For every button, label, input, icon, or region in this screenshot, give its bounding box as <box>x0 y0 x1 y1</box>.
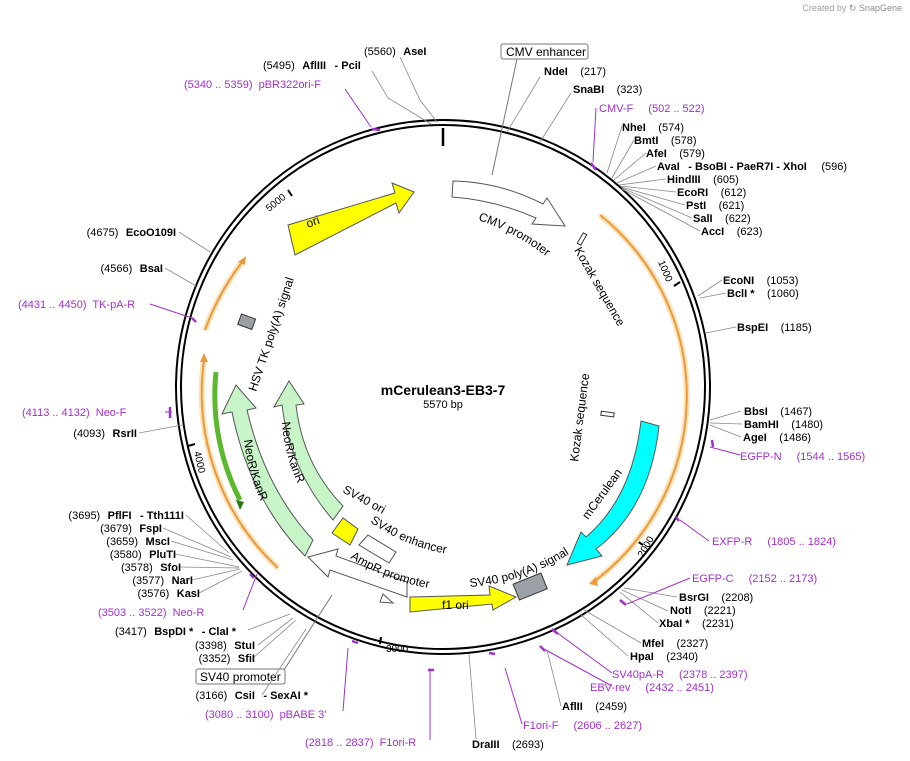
primer-sv40pa-r: SV40pA-R (2378 .. 2397) <box>612 669 748 681</box>
site-hindiii: HindIII (605) <box>667 170 739 187</box>
feature-kozak-sequence-1: Kozak sequence <box>571 245 628 329</box>
feature-kozak-sequence-2: Kozak sequence <box>567 372 592 462</box>
primer-tk-pa-r: (4431 .. 4450) TK-pA-R <box>18 299 135 311</box>
site-pluti: (3580) PluTI <box>110 545 176 562</box>
primer-f1ori-r: (2818 .. 2837) F1ori-R <box>305 737 416 749</box>
primer-egfp-n: EGFP-N (1544 .. 1565) <box>740 451 865 463</box>
mcerulean-arrow <box>566 420 660 566</box>
site-bcli: BclI * (1060) <box>727 284 799 301</box>
site-leaders <box>138 56 743 740</box>
tick-3000: 3000 <box>386 644 409 655</box>
site-avai: AvaI - BsoBI - PaeR7I - XhoI (596) <box>657 157 847 174</box>
site-afei: AfeI (579) <box>646 144 705 161</box>
snapgene-logo-icon: ↻ <box>848 3 857 13</box>
site-csii: (3166) CsiI - SexAI * <box>195 686 308 703</box>
site-agei: AgeI (1486) <box>743 428 811 445</box>
neor-kanr-arrow-1 <box>221 384 314 557</box>
cmv-promoter-arrow <box>451 180 566 227</box>
site-sfoi: (3578) SfoI <box>121 558 181 575</box>
backbone <box>175 119 711 655</box>
primer-ebv-rev: EBV-rev (2432 .. 2451) <box>590 682 714 694</box>
site-xbai: XbaI * (2231) <box>659 614 734 631</box>
site-asei: (5560) AseI <box>364 42 427 59</box>
site-msci: (3659) MscI <box>106 532 170 549</box>
site-ecori: EcoRI (612) <box>677 183 746 200</box>
site-econi: EcoNI (1053) <box>723 271 798 288</box>
primer-neo-r: (3503 .. 3522) Neo-R <box>98 607 204 619</box>
primer-f1ori-f: F1ori-F (2606 .. 2627) <box>523 720 642 732</box>
sv40-polya-box <box>512 572 548 601</box>
primer-cmv-f: CMV-F (502 .. 522) <box>599 103 705 115</box>
site-hpai: HpaI (2340) <box>630 647 698 664</box>
site-psti: PstI (621) <box>686 196 744 213</box>
ampr-promoter-arrow <box>307 548 408 598</box>
site-nhei: NheI (574) <box>622 118 684 135</box>
site-kasi: (3576) KasI <box>138 584 201 601</box>
cmv-enhancer-box <box>500 43 589 60</box>
primer-markers <box>149 88 741 740</box>
plasmid-size: 5570 bp <box>423 399 463 411</box>
kozak-marker-1 <box>576 232 588 246</box>
site-sfii: (3352) SfiI <box>199 649 255 666</box>
site-rsrii: (4093) RsrII <box>73 424 137 441</box>
credit-brand: SnapGene <box>858 3 902 13</box>
feature-sv40-promoter: SV40 promoter <box>200 670 281 684</box>
f1-ori-arrow <box>409 585 518 613</box>
sv40-promoter-box <box>195 668 286 685</box>
site-bsrgi: BsrGI (2208) <box>679 588 753 605</box>
feature-arrows <box>221 180 660 613</box>
sv40-ori-box <box>331 517 359 546</box>
primer-exfp-r: EXFP-R (1805 .. 1824) <box>712 536 836 548</box>
site-bamhi: BamHI (1480) <box>744 415 823 432</box>
site-sali: SalI (622) <box>693 209 751 226</box>
site-bsai: (4566) BsaI <box>101 259 164 276</box>
feature-labels: CMV enhancer CMV promoter Kozak sequence… <box>195 43 628 685</box>
plasmid-name: mCerulean3-EB3-7 <box>380 382 506 398</box>
site-ndei: NdeI (217) <box>544 62 606 79</box>
site-bspdi: (3417) BspDI * - ClaI * <box>115 622 237 639</box>
primer-pbabe-3: (3080 .. 3100) pBABE 3' <box>205 709 326 721</box>
site-aflii: AflII (2459) <box>562 697 627 714</box>
feature-hsv-tk-polya: HSV TK poly(A) signal <box>246 275 297 393</box>
orange-arcs <box>198 212 690 586</box>
ori-arrow <box>287 182 415 256</box>
site-ecoo109i: (4675) EcoO109I <box>87 223 176 240</box>
primer-neo-f: (4113 .. 4132) Neo-F <box>22 407 127 419</box>
site-bspei: BspEI (1185) <box>737 318 812 335</box>
site-acci: AccI (623) <box>701 222 762 239</box>
site-noti: NotI (2221) <box>670 601 736 618</box>
site-labels-left: (3166) CsiI - SexAI * (3352) SfiI (3398)… <box>68 223 308 703</box>
primer-labels: (5340 .. 5359) pBR322ori-F CMV-F (502 ..… <box>18 79 865 749</box>
feature-f1-ori: f1 ori <box>442 598 469 612</box>
kozak-marker-2 <box>600 410 615 418</box>
site-draiii: DraIII (2693) <box>472 735 544 752</box>
primer-pbr322ori-f: (5340 .. 5359) pBR322ori-F <box>184 79 321 91</box>
site-snabi: SnaBI (323) <box>573 80 642 97</box>
site-fspi: (3679) FspI <box>100 519 162 536</box>
site-labels-right: (5560) AseI (5495) AflIII - PciI NdeI (2… <box>263 42 847 752</box>
tick-4000: 4000 <box>191 450 207 475</box>
site-bmti: BmtI (578) <box>634 131 697 148</box>
feature-sv40-ori: SV40 ori <box>341 482 388 516</box>
neor-kanr-arrow-2 <box>272 380 344 521</box>
ticks: 1000 2000 3000 4000 5000 <box>187 189 681 655</box>
feature-ori: ori <box>304 213 322 231</box>
site-stui: (3398) StuI <box>195 636 255 653</box>
site-nari: (3577) NarI <box>132 571 193 588</box>
primer-egfp-c: EGFP-C (2152 .. 2173) <box>692 573 817 585</box>
credit-prefix: Created by <box>802 3 847 13</box>
site-pflfi: (3695) PflFI - Tth111I <box>68 506 184 523</box>
tick-5000: 5000 <box>264 192 289 215</box>
hsv-tk-polya-box <box>237 313 257 331</box>
snapgene-credit: Created by ↻ SnapGene <box>802 3 902 14</box>
site-mfei: MfeI (2327) <box>642 634 708 651</box>
site-bbsi: BbsI (1467) <box>744 402 812 419</box>
sv40-enhancer-box <box>358 534 397 564</box>
feature-cmv-enhancer: CMV enhancer <box>506 45 586 59</box>
site-afliii: (5495) AflIII - PciI <box>263 56 361 73</box>
